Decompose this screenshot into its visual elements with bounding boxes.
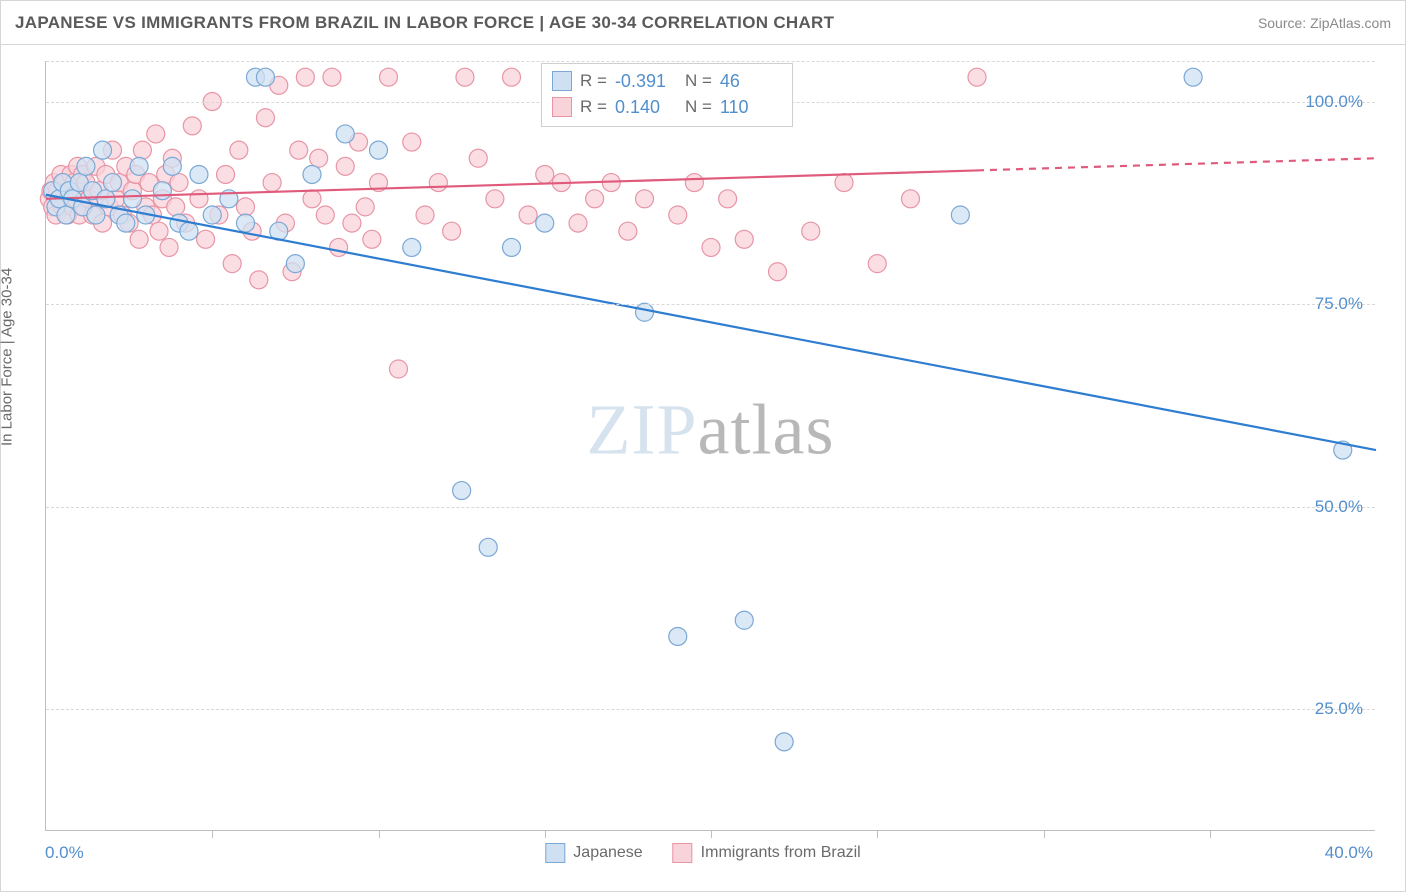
r-value-japanese: -0.391: [615, 68, 677, 94]
legend-label-japanese: Japanese: [573, 844, 642, 862]
r-value-brazil: 0.140: [615, 94, 677, 120]
y-tick-label: 100.0%: [1305, 92, 1363, 112]
x-axis-min-label: 0.0%: [45, 843, 84, 863]
correlation-stats-box: R = -0.391 N = 46 R = 0.140 N = 110: [541, 63, 793, 127]
legend-swatch-japanese: [545, 843, 565, 863]
chart-svg: [46, 61, 1375, 830]
y-tick-label: 50.0%: [1315, 497, 1363, 517]
legend-item-brazil: Immigrants from Brazil: [673, 843, 861, 863]
stats-row-brazil: R = 0.140 N = 110: [552, 94, 782, 120]
source-attribution: Source: ZipAtlas.com: [1258, 15, 1391, 31]
title-bar: JAPANESE VS IMMIGRANTS FROM BRAZIL IN LA…: [1, 1, 1405, 45]
stats-swatch-brazil: [552, 97, 572, 117]
y-tick-label: 75.0%: [1315, 294, 1363, 314]
legend-item-japanese: Japanese: [545, 843, 642, 863]
n-label-brazil: N =: [685, 94, 712, 120]
r-label-japanese: R =: [580, 68, 607, 94]
chart-title: JAPANESE VS IMMIGRANTS FROM BRAZIL IN LA…: [15, 13, 834, 33]
legend-label-brazil: Immigrants from Brazil: [701, 844, 861, 862]
n-value-brazil: 110: [720, 94, 782, 120]
plot-area: ZIPatlas: [45, 61, 1375, 831]
legend-swatch-brazil: [673, 843, 693, 863]
x-axis-max-label: 40.0%: [1325, 843, 1373, 863]
legend: Japanese Immigrants from Brazil: [545, 843, 860, 863]
n-label-japanese: N =: [685, 68, 712, 94]
y-tick-label: 25.0%: [1315, 699, 1363, 719]
n-value-japanese: 46: [720, 68, 782, 94]
r-label-brazil: R =: [580, 94, 607, 120]
stats-row-japanese: R = -0.391 N = 46: [552, 68, 782, 94]
stats-swatch-japanese: [552, 71, 572, 91]
y-axis-label: In Labor Force | Age 30-34: [0, 268, 16, 446]
chart-container: JAPANESE VS IMMIGRANTS FROM BRAZIL IN LA…: [0, 0, 1406, 892]
